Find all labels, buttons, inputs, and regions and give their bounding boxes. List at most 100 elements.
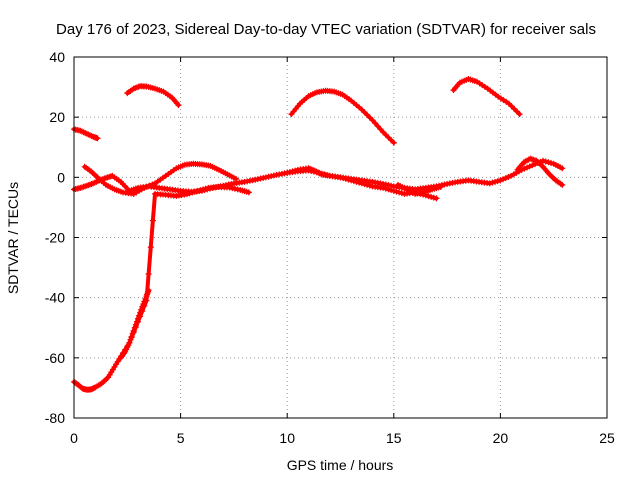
data-point (385, 186, 392, 193)
data-point (289, 168, 296, 175)
data-point (147, 244, 154, 251)
data-point (127, 336, 134, 343)
y-tick-label: 0 (57, 169, 65, 185)
data-point (268, 173, 275, 180)
data-point (441, 181, 448, 188)
data-point (390, 187, 397, 194)
data-point (366, 182, 373, 189)
data-point (142, 295, 149, 302)
data-point (139, 303, 146, 310)
data-point (396, 189, 403, 196)
x-tick-label: 20 (493, 430, 509, 446)
grid-layer (74, 57, 607, 418)
x-tick-label: 10 (279, 430, 295, 446)
data-point (270, 172, 277, 179)
data-point (229, 185, 236, 192)
data-point (262, 174, 269, 181)
data-point (516, 111, 523, 118)
data-point (382, 131, 389, 138)
data-point (559, 165, 566, 172)
data-point (508, 103, 515, 110)
tick-layer: 0 5 10 15 20 25 -80 -60 -40 -20 0 20 40 (45, 49, 615, 446)
data-point (254, 176, 261, 183)
data-point (141, 184, 148, 191)
data-point (140, 301, 147, 308)
data-point (348, 177, 355, 184)
data-point (126, 339, 133, 346)
data-point (358, 106, 365, 113)
data-point (133, 318, 140, 325)
series-track-k (395, 181, 444, 197)
data-point (542, 158, 549, 165)
y-tick-label: -60 (45, 350, 65, 366)
y-axis-label: SDTVAR / TECUs (5, 182, 21, 294)
data-point (292, 167, 299, 174)
data-point (134, 315, 141, 322)
data-point (141, 298, 148, 305)
y-tick-label: -80 (45, 410, 65, 426)
data-point (340, 175, 347, 182)
data-point (342, 175, 349, 182)
series-trace (451, 76, 522, 117)
data-point (548, 160, 555, 167)
data-point (524, 164, 531, 171)
data-point (361, 181, 368, 188)
series-track-j (514, 155, 566, 188)
data-point (137, 309, 144, 316)
data-point (225, 181, 232, 188)
y-tick-label: 20 (49, 109, 65, 125)
data-point (146, 182, 153, 189)
data-point (136, 312, 143, 319)
series-track-h (81, 160, 240, 197)
plot-layer (71, 75, 566, 393)
data-point (494, 178, 501, 185)
data-point (374, 123, 381, 130)
data-point (382, 185, 389, 192)
data-point (364, 181, 371, 188)
data-point (234, 186, 241, 193)
series-track-f (117, 287, 152, 361)
data-point (252, 176, 259, 183)
data-point (430, 194, 437, 201)
data-point (145, 287, 152, 294)
data-point (130, 327, 137, 334)
data-point (245, 189, 252, 196)
data-point (521, 165, 528, 172)
series-track-d (450, 75, 523, 118)
data-point (201, 187, 208, 194)
data-point (545, 159, 552, 166)
series-track-e (71, 183, 252, 393)
x-tick-label: 5 (177, 430, 185, 446)
data-point (356, 179, 363, 186)
data-point (284, 169, 291, 176)
series-trace (72, 184, 251, 392)
data-point (145, 270, 152, 277)
data-point (228, 180, 235, 187)
y-tick-label: 40 (49, 49, 65, 65)
data-point (149, 217, 156, 224)
x-tick-label: 15 (386, 430, 402, 446)
data-point (437, 183, 444, 190)
data-point (138, 306, 145, 313)
data-point (204, 186, 211, 193)
data-point (358, 180, 365, 187)
data-point (486, 180, 493, 187)
data-point (233, 175, 240, 182)
data-point (345, 176, 352, 183)
data-point (388, 187, 395, 194)
data-point (364, 111, 371, 118)
data-point (286, 169, 293, 176)
plot-frame (73, 56, 608, 419)
data-point (492, 178, 499, 185)
data-point (505, 173, 512, 180)
data-point (425, 193, 432, 200)
data-point (366, 114, 373, 121)
data-point (265, 173, 272, 180)
x-tick-label: 0 (70, 430, 78, 446)
data-point (385, 134, 392, 141)
data-point (206, 185, 213, 192)
data-point (502, 175, 509, 182)
data-point (131, 324, 138, 331)
data-point (361, 109, 368, 116)
